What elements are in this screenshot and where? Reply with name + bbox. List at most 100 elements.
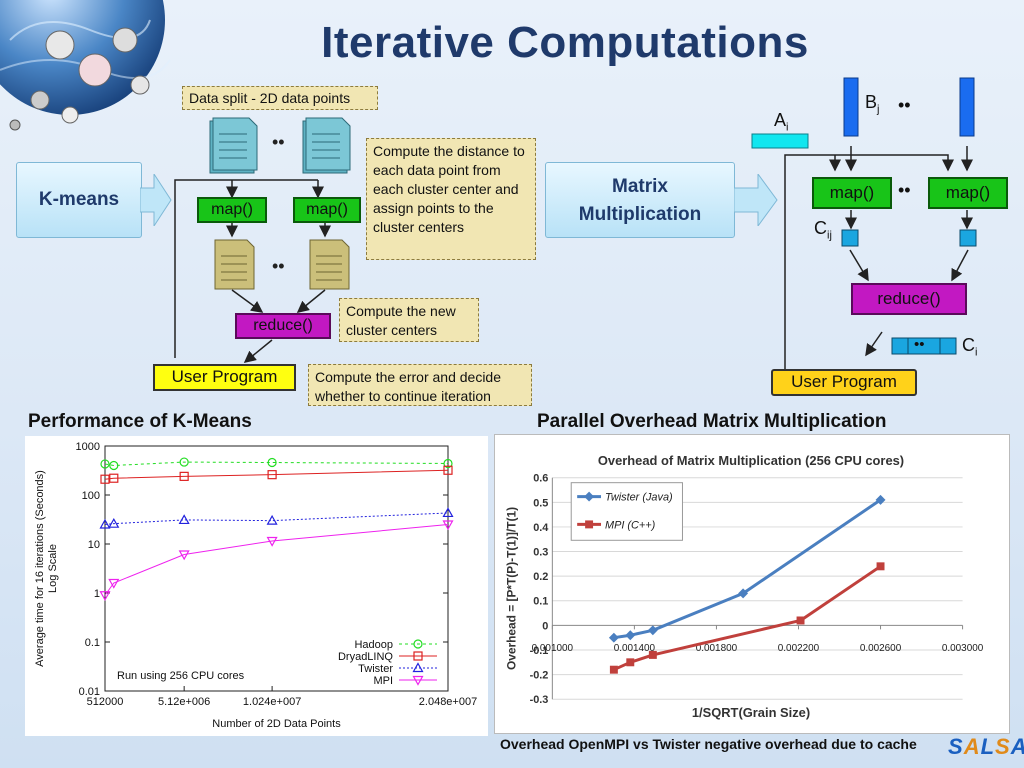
legend-marker xyxy=(585,520,594,529)
matrix-label-line1: Matrix xyxy=(612,176,668,197)
section-heading-right: Parallel Overhead Matrix Multiplication xyxy=(537,411,887,432)
map-box: map() xyxy=(293,197,361,223)
series-line xyxy=(104,461,449,467)
data-point xyxy=(443,458,453,469)
data-point xyxy=(648,650,657,659)
map-box: map() xyxy=(928,177,1008,209)
chart-title: Overhead of Matrix Multiplication (256 C… xyxy=(598,453,904,468)
intermediate-icon-1 xyxy=(214,239,255,290)
y-tick-label: 100 xyxy=(82,490,100,502)
a-label: Ai xyxy=(774,110,789,134)
map-box: map() xyxy=(197,197,267,223)
map-box: map() xyxy=(812,177,892,209)
matrix-overhead-chart: Overhead of Matrix Multiplication (256 C… xyxy=(494,434,1010,734)
page-title: Iterative Computations xyxy=(321,18,809,67)
cij-label: Cij xyxy=(814,218,832,242)
data-point xyxy=(876,562,885,571)
data-point xyxy=(100,459,110,469)
y-tick-label: 1 xyxy=(94,588,100,600)
matrix-label-line2: Multiplication xyxy=(578,204,702,225)
data-point xyxy=(179,471,189,481)
data-point xyxy=(608,632,619,643)
y-tick-label: 0.2 xyxy=(533,571,548,583)
data-point xyxy=(179,457,189,467)
x-tick-label: 0.002200 xyxy=(778,643,820,654)
user-program-box: User Program xyxy=(771,369,917,396)
a-row-block xyxy=(751,133,809,149)
ellipsis: •• xyxy=(898,180,911,200)
data-point xyxy=(413,639,423,649)
data-split-note: Data split - 2D data points xyxy=(182,86,378,110)
data-point xyxy=(266,536,278,547)
data-point xyxy=(267,457,277,468)
y-tick-label: -0.1 xyxy=(530,645,549,657)
legend-label: DryadLINQ xyxy=(338,651,393,663)
x-tick-label: 0.003000 xyxy=(942,643,984,654)
series-mpi xyxy=(609,562,885,674)
data-point xyxy=(100,474,110,484)
y-axis-label: Overhead = [P*T(P)-T(1)]/T(1) xyxy=(505,507,519,670)
plot-frame xyxy=(104,445,449,692)
series-line xyxy=(104,524,449,596)
matrix-connectors xyxy=(751,77,977,370)
data-point xyxy=(442,520,454,531)
data-point xyxy=(647,625,658,636)
kmeans-connectors xyxy=(174,117,351,363)
x-tick-label: 1.024e+007 xyxy=(243,696,301,708)
series-mpi xyxy=(99,520,454,601)
y-tick-label: -0.3 xyxy=(530,694,549,706)
data-point xyxy=(178,514,190,525)
x-axis-label: Number of 2D Data Points xyxy=(212,718,341,730)
chart-annotation: Run using 256 CPU cores xyxy=(117,670,245,682)
y-tick-label: -0.2 xyxy=(530,670,549,682)
legend-label: MPI (C++) xyxy=(605,519,655,531)
data-point xyxy=(99,518,111,529)
y-tick-label: 0.01 xyxy=(79,686,100,698)
legend-label: Hadoop xyxy=(354,639,393,651)
data-point xyxy=(108,517,120,528)
cij-block xyxy=(959,229,977,247)
data-point xyxy=(443,465,453,475)
matrix-label-box: Matrix Multiplication xyxy=(545,162,735,238)
data-point xyxy=(626,658,635,667)
section-heading-left: Performance of K-Means xyxy=(28,411,252,432)
x-tick-label: 2.048e+007 xyxy=(419,696,477,708)
user-note: Compute the error and decide whether to … xyxy=(308,364,532,406)
y-tick-label: 0 xyxy=(542,620,548,632)
data-point xyxy=(875,494,886,505)
globe-decoration xyxy=(0,0,175,140)
legend-marker xyxy=(584,491,595,502)
reduce-box: reduce() xyxy=(851,283,967,315)
y-tick-label: 0.3 xyxy=(533,547,548,559)
reduce-note: Compute the new cluster centers xyxy=(339,298,479,342)
y-tick-label: 10 xyxy=(88,539,100,551)
y-axis-label: Average time for 16 iterations (Seconds) xyxy=(34,470,46,667)
footer-note: Overhead OpenMPI vs Twister negative ove… xyxy=(500,736,917,752)
data-point xyxy=(412,662,424,673)
intermediate-icon-2 xyxy=(309,239,350,290)
y-tick-label: 0.5 xyxy=(533,497,548,509)
data-point xyxy=(108,578,120,589)
series-twister xyxy=(608,494,886,643)
series-line xyxy=(104,469,449,480)
legend-label: MPI xyxy=(373,675,393,687)
y-tick-label: 1000 xyxy=(76,441,100,453)
reduce-box: reduce() xyxy=(235,313,331,339)
legend-label: Twister xyxy=(358,663,393,675)
data-point xyxy=(109,460,119,471)
x-axis-label: 1/SQRT(Grain Size) xyxy=(692,705,810,720)
data-point xyxy=(266,514,278,525)
ellipsis: •• xyxy=(272,256,285,276)
series-hadoop xyxy=(100,457,453,471)
data-point xyxy=(609,665,618,674)
y-tick-label: 0.6 xyxy=(533,473,548,485)
data-point xyxy=(413,651,423,661)
x-tick-label: 0.002600 xyxy=(860,643,902,654)
arrow-right-icon xyxy=(140,174,172,226)
data-point xyxy=(412,675,424,686)
legend-label: Twister (Java) xyxy=(605,492,673,504)
x-tick-label: 5.12e+006 xyxy=(158,696,210,708)
b-column-block xyxy=(843,77,859,137)
y-tick-label: 0.4 xyxy=(533,522,548,534)
